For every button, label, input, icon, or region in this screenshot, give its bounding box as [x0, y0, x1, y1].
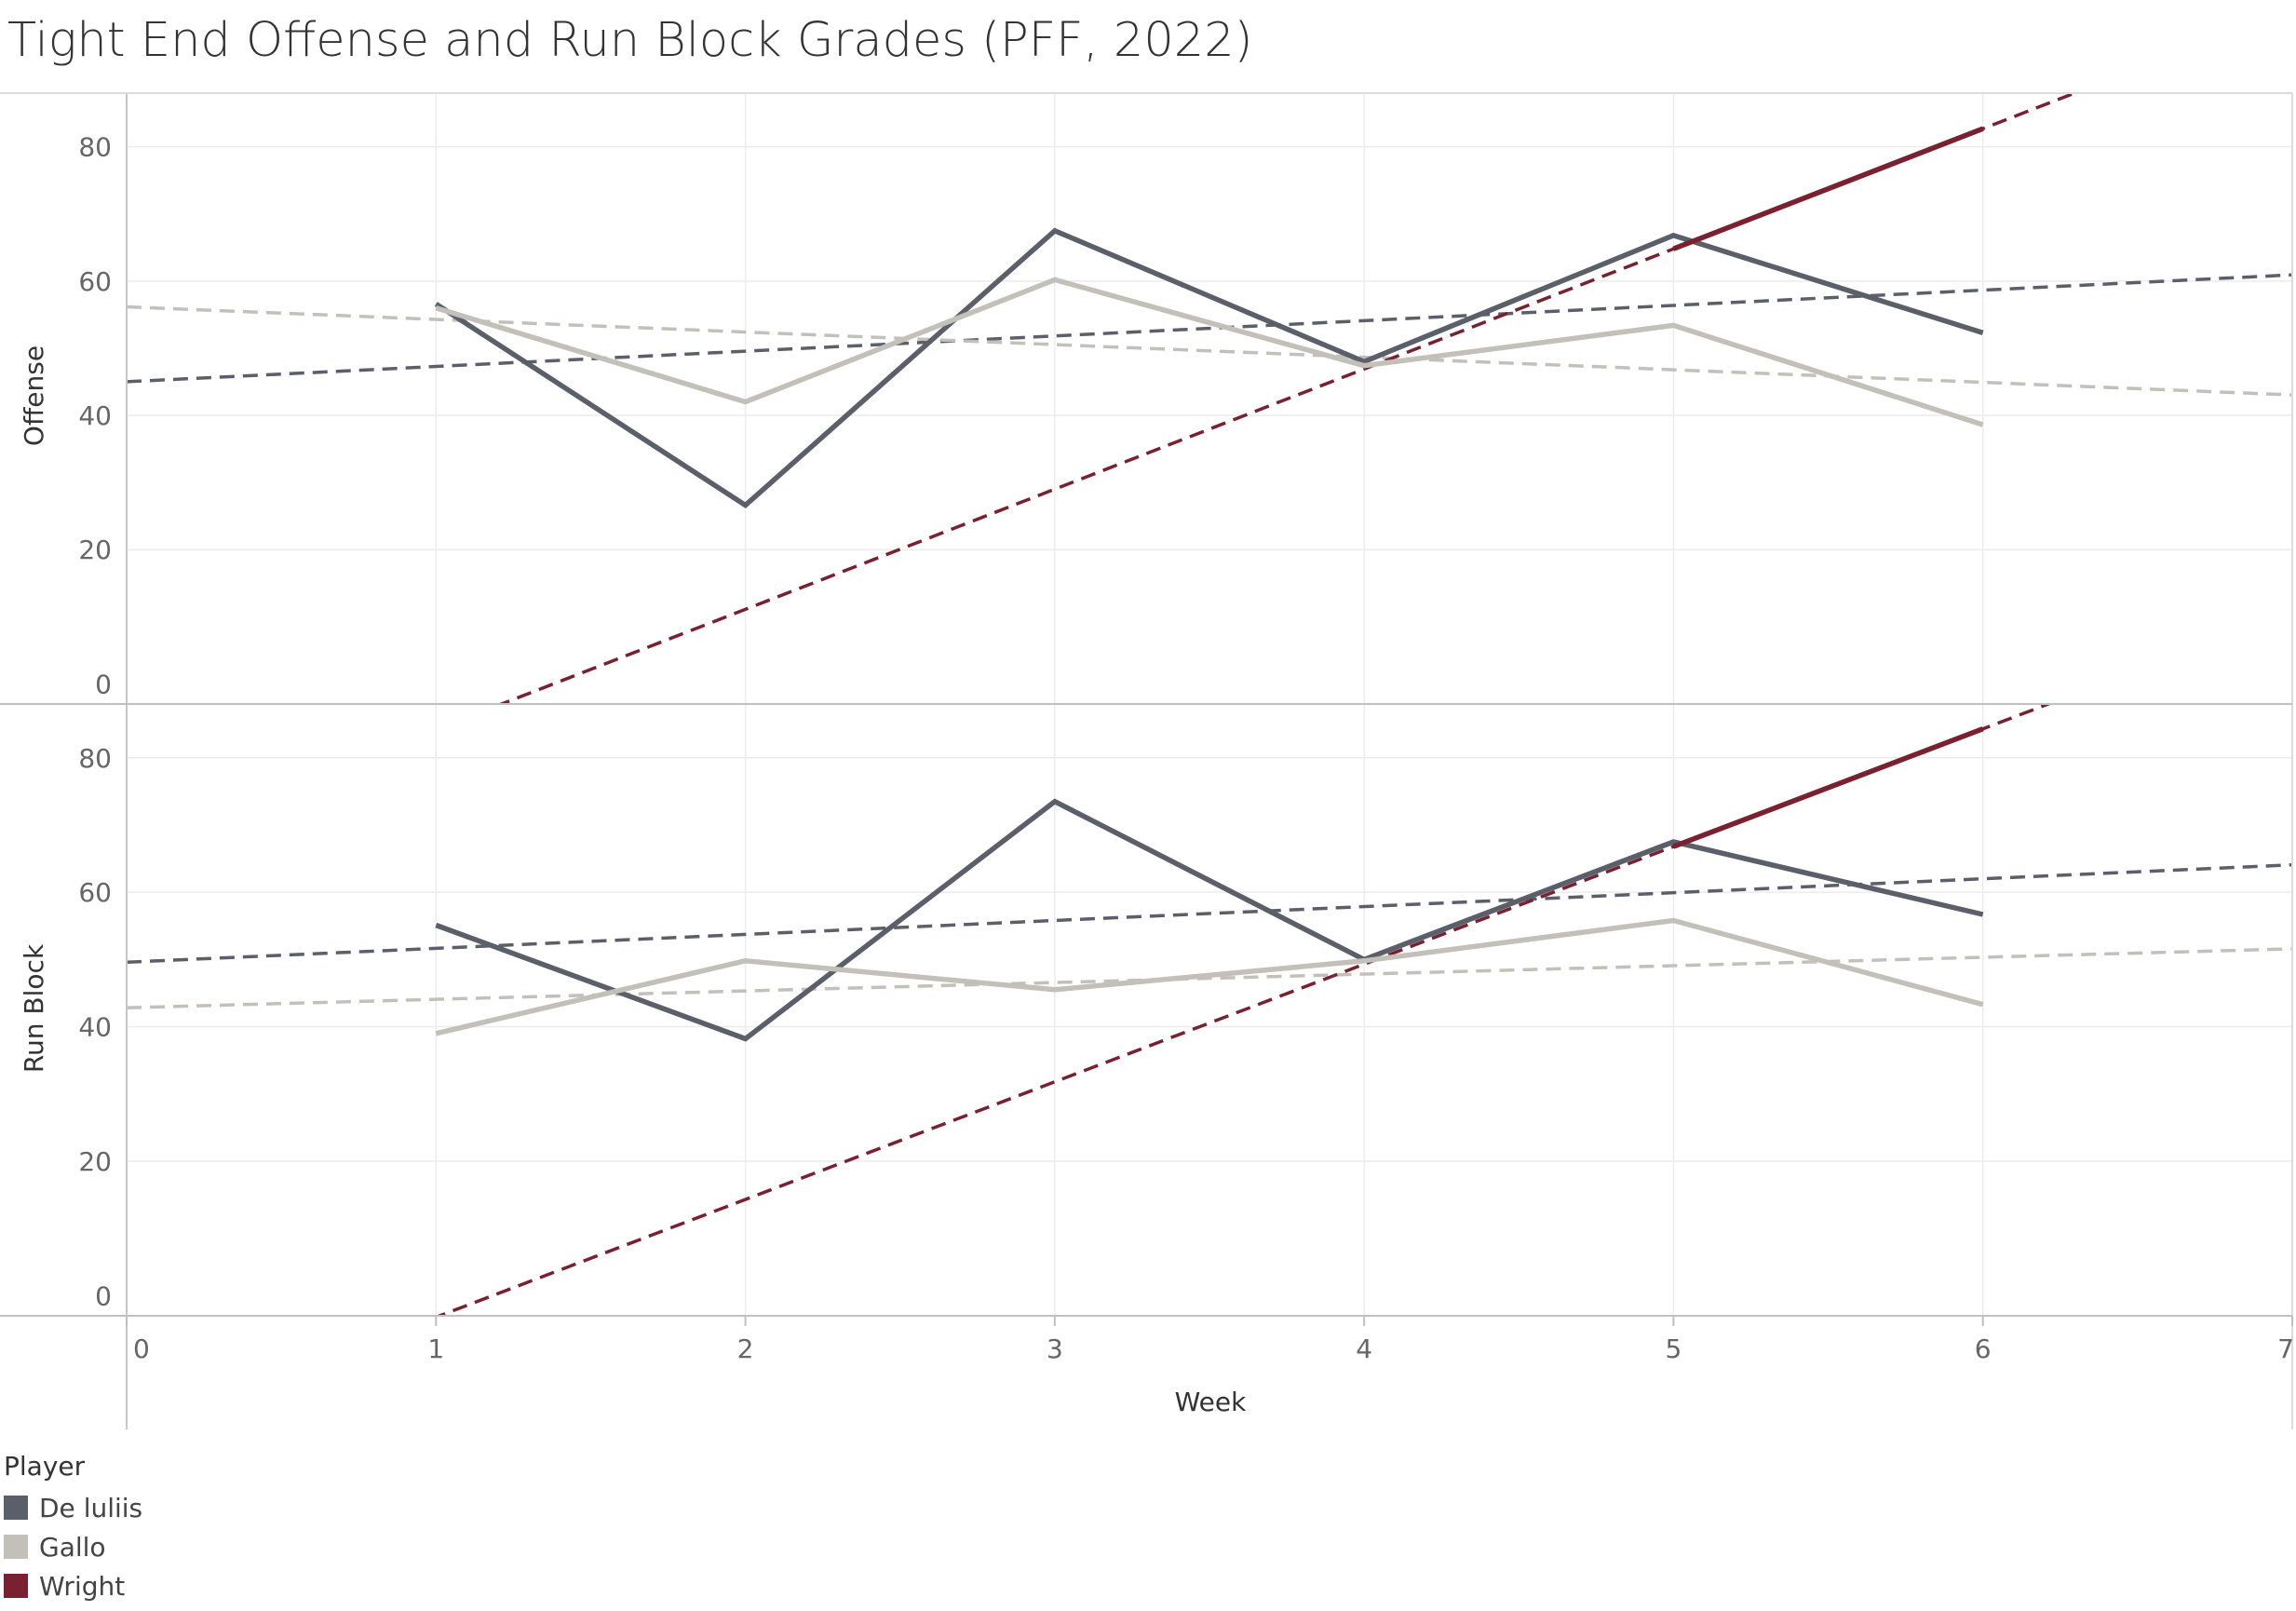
y-tick-label-offense: 0 [95, 669, 112, 699]
x-tick-label: 3 [1047, 1333, 1063, 1364]
trend-line-wright-run-block [435, 704, 2053, 1316]
trend-line-gallo-run-block [127, 947, 2292, 1009]
series-line-de-luliis-run-block [435, 798, 1984, 1042]
y-tick-label-run-block: 40 [78, 1012, 112, 1043]
series-group-offense [434, 126, 1984, 509]
legend-swatch-gallo [4, 1535, 28, 1559]
legend-label-de-luliis: De luliis [39, 1492, 143, 1523]
y-tick-label-offense: 40 [78, 400, 112, 431]
frame-layer [0, 92, 2293, 1429]
legend-swatch-de-luliis [4, 1496, 28, 1520]
legend-items: De luliis Gallo Wright [4, 1488, 142, 1605]
chart-title: Tight End Offense and Run Block Grades (… [7, 13, 1253, 68]
x-axis-title: Week [1175, 1387, 1247, 1417]
series-group-run-block [435, 726, 1984, 1042]
trend-layer [127, 93, 2292, 1316]
y-tick-label-run-block: 60 [78, 877, 112, 908]
y-tick-label-run-block: 80 [78, 743, 112, 774]
series-line-wright-offense [1672, 126, 1984, 251]
legend: Player De luliis Gallo Wright [4, 1451, 142, 1605]
series-line-gallo-offense [435, 277, 1984, 427]
trend-line-de-luliis-offense [127, 273, 2292, 384]
series-line-wright-run-block [1672, 726, 1984, 849]
legend-item-gallo: Gallo [4, 1527, 142, 1566]
series-line-gallo-run-block [435, 917, 1984, 1036]
legend-item-wright: Wright [4, 1566, 142, 1605]
y-tick-label-offense: 80 [78, 132, 112, 163]
label-layer: Week Offense Run Block 02040608002040608… [19, 132, 2294, 1417]
y-tick-label-run-block: 20 [78, 1146, 112, 1177]
x-tick-label: 5 [1666, 1333, 1682, 1364]
legend-label-wright: Wright [39, 1570, 126, 1602]
x-tick-label: 2 [737, 1333, 754, 1364]
legend-item-de-luliis: De luliis [4, 1488, 142, 1527]
y-tick-label-offense: 60 [78, 266, 112, 297]
y-axis-title-run-block: Run Block [19, 943, 49, 1073]
y-tick-label-offense: 20 [78, 535, 112, 565]
x-tick-label: 1 [427, 1333, 444, 1364]
legend-title: Player [4, 1451, 86, 1482]
series-layer [434, 126, 1984, 1042]
series-line-de-luliis-offense [434, 227, 1984, 509]
legend-label-gallo: Gallo [39, 1531, 106, 1563]
x-tick-label: 6 [1975, 1333, 1992, 1364]
x-tick-label: 7 [2277, 1333, 2294, 1364]
x-tick-label: 4 [1356, 1333, 1372, 1364]
y-tick-label-run-block: 0 [95, 1280, 112, 1311]
y-axis-title-offense: Offense [19, 345, 49, 446]
x-tick-label: 0 [133, 1333, 150, 1364]
legend-swatch-wright [4, 1574, 28, 1598]
